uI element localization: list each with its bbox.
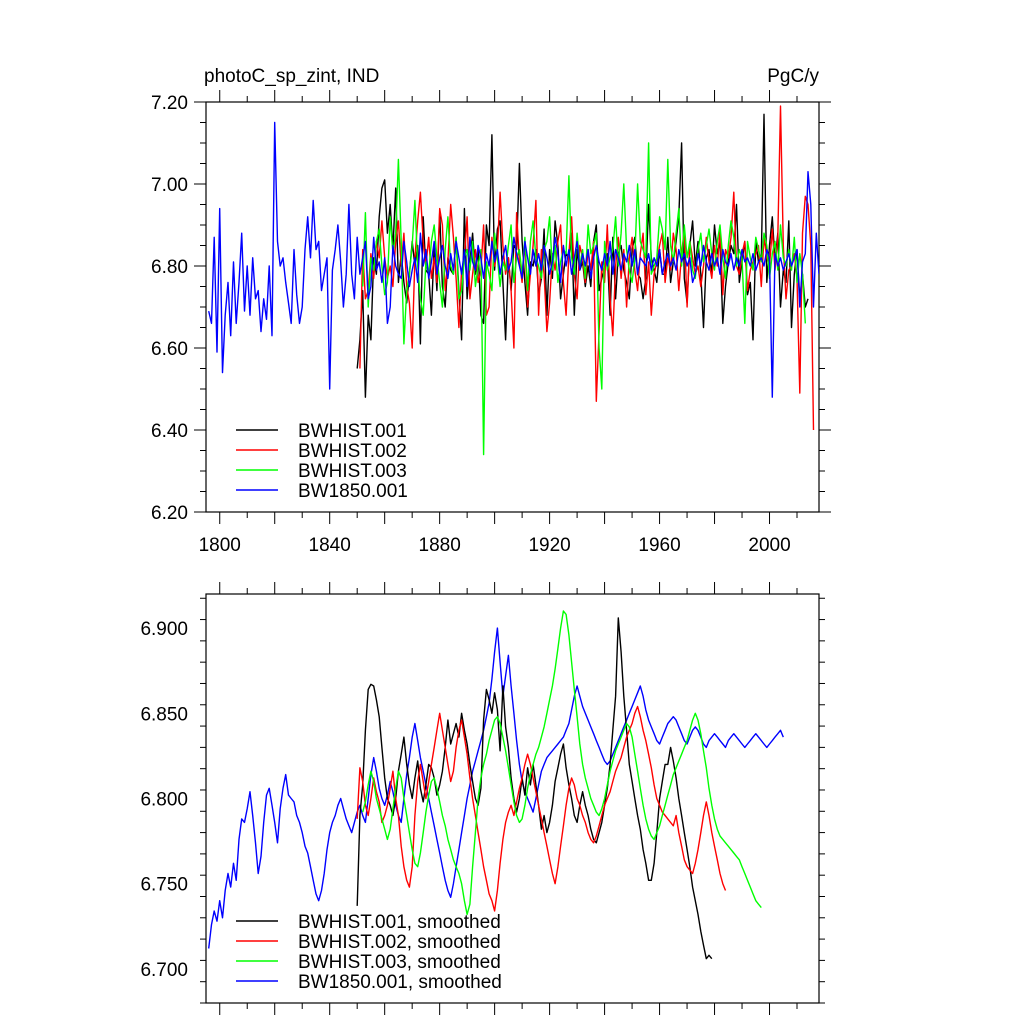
y-tick-label: 7.20 xyxy=(151,93,188,114)
legend-label: BWHIST.003, smoothed xyxy=(298,952,501,973)
series-line-bwhist-001 xyxy=(356,617,713,960)
series-line-bw1850-001 xyxy=(208,627,784,949)
legend-label: BWHIST.002 xyxy=(298,441,407,462)
y-tick-label: 6.40 xyxy=(151,421,188,442)
series-line-bwhist-002 xyxy=(356,705,727,912)
y-tick-label: 6.20 xyxy=(151,503,188,524)
series-line-bwhist-002 xyxy=(359,105,815,431)
y-tick-label: 6.900 xyxy=(140,619,188,640)
series-line-bw1850-001 xyxy=(208,121,819,398)
y-tick-label: 6.750 xyxy=(140,875,188,896)
legend-label: BWHIST.002, smoothed xyxy=(298,932,501,953)
legend-label: BW1850.001, smoothed xyxy=(298,972,502,993)
x-tick-label: 1960 xyxy=(638,535,680,556)
legend-label: BWHIST.001, smoothed xyxy=(298,912,501,933)
y-tick-label: 6.700 xyxy=(140,960,188,981)
legend-label: BW1850.001 xyxy=(298,481,408,502)
y-tick-label: 7.00 xyxy=(151,175,188,196)
series-line-bwhist-003 xyxy=(362,142,806,456)
bottom-plot: 6.700 6.750 6.800 6.850 6.900 BWHIST.001, smo… xyxy=(140,582,825,1015)
series-line-bwhist-003 xyxy=(362,610,762,916)
chart-title-left: photoC_sp_zint, IND xyxy=(204,66,379,87)
x-tick-label: 1880 xyxy=(419,535,461,556)
y-tick-label: 6.800 xyxy=(140,790,188,811)
x-tick-label: 1840 xyxy=(309,535,351,556)
x-tick-label: 1920 xyxy=(528,535,570,556)
top-plot: 1800 1840 1880 1920 1960 2000 6.20 6.40 6.60 6.80… xyxy=(151,90,831,556)
x-tick-label: 2000 xyxy=(748,535,790,556)
x-tick-label: 1800 xyxy=(199,535,241,556)
y-tick-label: 6.60 xyxy=(151,339,188,360)
y-tick-label: 6.850 xyxy=(140,704,188,725)
legend-label: BWHIST.003 xyxy=(298,461,407,482)
legend-label: BWHIST.001 xyxy=(298,421,407,442)
chart-title-right: PgC/y xyxy=(767,66,819,87)
y-tick-label: 6.80 xyxy=(151,257,188,278)
plot-frame xyxy=(205,593,820,1004)
